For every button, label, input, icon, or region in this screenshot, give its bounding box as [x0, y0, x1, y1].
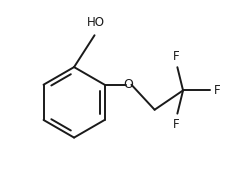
Text: O: O	[123, 78, 133, 91]
Text: F: F	[213, 84, 219, 97]
Text: F: F	[172, 50, 179, 63]
Text: HO: HO	[86, 16, 104, 29]
Text: F: F	[172, 118, 179, 131]
